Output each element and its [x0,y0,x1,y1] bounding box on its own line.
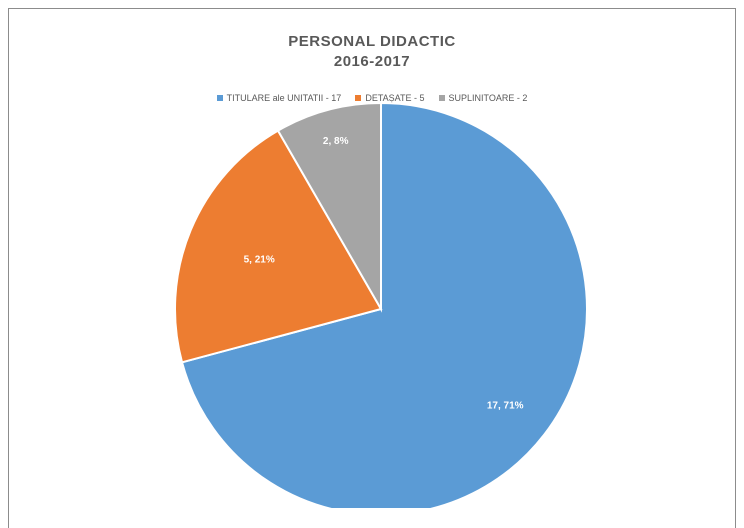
legend-label-detasate: DETAȘATE - 5 [365,93,425,103]
pie-chart: 17, 71% 5, 21% 2, 8% [174,101,588,508]
legend-item-titulare: TITULARE ale UNITATII - 17 [216,93,342,103]
data-label-suplinitoare: 2, 8% [323,136,349,147]
legend-swatch-titulare [216,95,223,101]
legend-label-suplinitoare: SUPLINITOARE - 2 [448,93,528,103]
legend-swatch-suplinitoare [438,95,445,101]
chart-legend: TITULARE ale UNITATII - 17 DETAȘATE - 5 … [9,93,735,103]
pie-slice-suplinitoare [276,101,382,313]
chart-subtitle: 2016-2017 [333,53,411,70]
data-label-detasate: 5, 21% [244,255,275,266]
legend-item-suplinitoare: SUPLINITOARE - 2 [438,93,528,103]
chart-title: PERSONAL DIDACTIC [288,33,456,50]
pie-slice-titulare [180,101,588,508]
data-label-titulare: 17, 71% [487,400,524,411]
legend-item-detasate: DETAȘATE - 5 [355,93,425,103]
legend-label-titulare: TITULARE ale UNITATII - 17 [226,93,342,103]
pie-slice-detasate [174,129,383,364]
legend-swatch-detasate [355,95,362,101]
